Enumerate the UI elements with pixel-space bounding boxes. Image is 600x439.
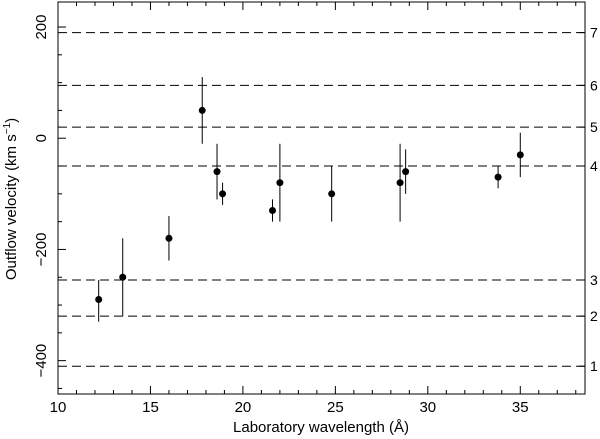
data-point [516, 151, 524, 159]
y-tick-label: −200 [33, 233, 50, 267]
component-label: 1 [590, 358, 598, 374]
y-axis-ticks: 200 0 −200 −400 [33, 15, 66, 389]
data-points [95, 77, 524, 322]
component-label: 2 [590, 308, 598, 324]
component-label: 3 [590, 272, 598, 288]
component-label: 6 [590, 77, 598, 93]
y-axis-label-main: Outflow velocity (km s [3, 134, 20, 280]
y-axis-label: Outflow velocity (km s−1) [2, 118, 20, 280]
y-axis-label-close: ) [3, 118, 20, 123]
y-tick-label: 0 [33, 134, 50, 142]
data-point [402, 168, 410, 176]
data-point [268, 207, 276, 215]
component-label: 5 [590, 119, 598, 135]
x-axis-label: Laboratory wavelength (Å) [233, 419, 409, 436]
data-point [198, 106, 206, 114]
x-tick-label: 25 [327, 399, 344, 416]
x-tick-label: 10 [50, 399, 67, 416]
x-tick-label: 30 [419, 399, 436, 416]
component-label: 4 [590, 158, 598, 174]
data-point [213, 168, 221, 176]
y-axis-label-sup: −1 [2, 122, 13, 134]
component-lines: 1 2 3 4 5 6 7 [58, 25, 598, 374]
x-tick-label: 20 [235, 399, 252, 416]
data-point [494, 173, 502, 181]
data-point [219, 190, 227, 198]
x-axis-ticks: 10 15 20 25 30 35 [50, 2, 577, 416]
data-point [95, 295, 103, 303]
y-tick-label: −400 [33, 344, 50, 378]
data-point [165, 234, 173, 242]
plot-frame [57, 1, 586, 395]
data-point [396, 179, 404, 187]
data-point [276, 179, 284, 187]
x-tick-label: 35 [512, 399, 529, 416]
data-point [328, 190, 336, 198]
y-tick-label: 200 [33, 15, 50, 40]
component-label: 7 [590, 25, 598, 41]
x-tick-label: 15 [142, 399, 159, 416]
data-point [119, 273, 127, 281]
